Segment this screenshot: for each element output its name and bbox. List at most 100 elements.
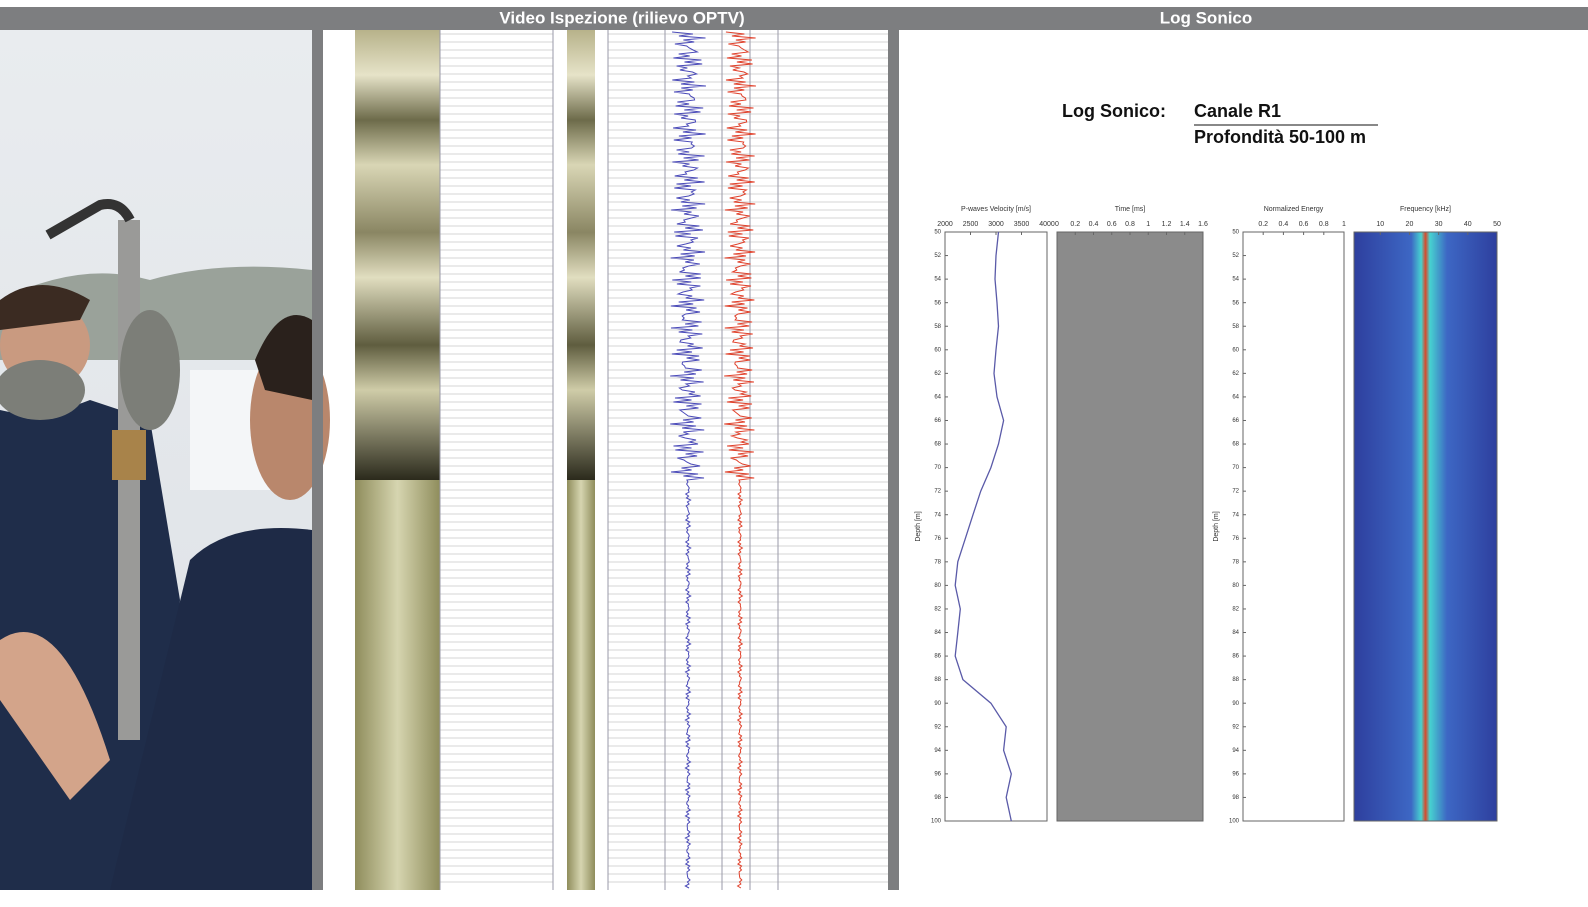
y-tick-label: 72 <box>1232 489 1239 495</box>
y-tick-label: 66 <box>934 418 941 424</box>
y-tick-label: 94 <box>1232 748 1239 754</box>
y-tick-label: 62 <box>934 371 941 377</box>
y-tick-label: 84 <box>1232 630 1239 636</box>
x-tick-label: 1 <box>1146 221 1150 228</box>
x-tick-label: 2000 <box>937 221 953 228</box>
x-axis-label: Normalized Energy <box>1264 206 1324 213</box>
x-tick-label: 4000 <box>1039 221 1055 228</box>
header-title: Video Ispezione (rilievo OPTV) <box>499 8 744 27</box>
x-tick-label: 40 <box>1464 221 1472 228</box>
y-tick-label: 92 <box>934 724 941 730</box>
y-tick-label: 54 <box>1232 277 1239 283</box>
x-tick-label: 10 <box>1376 221 1384 228</box>
y-tick-label: 96 <box>1232 771 1239 777</box>
velocity-line <box>954 231 1012 822</box>
y-tick-label: 52 <box>934 253 941 259</box>
x-tick-label: 3500 <box>1014 221 1030 228</box>
y-tick-label: 50 <box>1232 230 1239 236</box>
plot-frame <box>1242 231 1345 822</box>
y-tick-label: 86 <box>1232 654 1239 660</box>
divider <box>312 30 323 890</box>
x-tick-label: 0.8 <box>1125 221 1135 228</box>
y-tick-label: 64 <box>1232 394 1239 400</box>
x-tick-label: 0.6 <box>1299 221 1309 228</box>
y-tick-label: 88 <box>1232 677 1239 683</box>
trace <box>724 31 756 889</box>
y-tick-label: 100 <box>1229 819 1240 825</box>
x-tick-label: 3000 <box>988 221 1004 228</box>
x-tick-label: 0.4 <box>1089 221 1099 228</box>
y-tick-label: 58 <box>1232 324 1239 330</box>
y-tick-label: 84 <box>934 630 941 636</box>
y-tick-label: 60 <box>934 347 941 353</box>
optv-panel <box>355 30 888 890</box>
y-tick-label: 98 <box>934 795 941 801</box>
y-tick-label: 62 <box>1232 371 1239 377</box>
x-tick-label: 1.2 <box>1162 221 1172 228</box>
y-tick-label: 68 <box>1232 442 1239 448</box>
y-tick-label: 70 <box>1232 465 1239 471</box>
y-tick-label: 90 <box>1232 701 1239 707</box>
x-tick-label: 0.6 <box>1107 221 1117 228</box>
x-tick-label: 1 <box>1342 221 1346 228</box>
field-photo <box>0 30 330 890</box>
y-tick-label: 74 <box>934 512 941 518</box>
y-tick-label: 86 <box>934 654 941 660</box>
x-tick-label: 20 <box>1406 221 1414 228</box>
y-axis-label: Depth [m] <box>915 511 922 541</box>
waveform-image <box>1057 232 1203 821</box>
header-bar <box>0 7 1588 30</box>
y-tick-label: 64 <box>934 394 941 400</box>
x-tick-label: 0.8 <box>1319 221 1329 228</box>
y-tick-label: 96 <box>934 771 941 777</box>
header-title: Log Sonico <box>1160 8 1253 27</box>
y-tick-label: 58 <box>934 324 941 330</box>
x-tick-label: 0.4 <box>1279 221 1289 228</box>
divider <box>888 30 899 890</box>
x-tick-label: 50 <box>1493 221 1501 228</box>
x-axis-label: Frequency [kHz] <box>1400 206 1451 213</box>
y-tick-label: 72 <box>934 489 941 495</box>
plot-frame <box>1353 231 1498 822</box>
y-tick-label: 90 <box>934 701 941 707</box>
y-tick-label: 82 <box>1232 607 1239 613</box>
y-tick-label: 70 <box>934 465 941 471</box>
y-tick-label: 78 <box>934 559 941 565</box>
y-tick-label: 98 <box>1232 795 1239 801</box>
depth-range: Profondità 50-100 m <box>1194 127 1366 147</box>
y-tick-label: 82 <box>934 607 941 613</box>
y-tick-label: 92 <box>1232 724 1239 730</box>
y-tick-label: 80 <box>934 583 941 589</box>
y-tick-label: 56 <box>934 300 941 306</box>
y-tick-label: 66 <box>1232 418 1239 424</box>
trace <box>670 31 706 889</box>
x-tick-label: 1.4 <box>1180 221 1190 228</box>
y-axis-label: Depth [m] <box>1213 511 1220 541</box>
y-tick-label: 52 <box>1232 253 1239 259</box>
x-tick-label: 1.6 <box>1198 221 1208 228</box>
y-tick-label: 50 <box>934 230 941 236</box>
y-tick-label: 76 <box>934 536 941 542</box>
x-tick-label: 0.2 <box>1070 221 1080 228</box>
channel: Canale R1 <box>1194 101 1281 121</box>
y-tick-label: 54 <box>934 277 941 283</box>
y-tick-label: 60 <box>1232 347 1239 353</box>
y-tick-label: 80 <box>1232 583 1239 589</box>
spectrogram-image <box>1354 232 1497 821</box>
y-tick-label: 88 <box>934 677 941 683</box>
x-tick-label: 2500 <box>963 221 979 228</box>
y-tick-label: 68 <box>934 442 941 448</box>
x-tick-label: 0 <box>1055 221 1059 228</box>
y-tick-label: 94 <box>934 748 941 754</box>
x-tick-label: 0.2 <box>1258 221 1268 228</box>
log-label: Log Sonico: <box>1062 101 1166 121</box>
y-tick-label: 76 <box>1232 536 1239 542</box>
y-tick-label: 100 <box>931 819 942 825</box>
x-axis-label: P-waves Velocity [m/s] <box>961 206 1031 213</box>
x-axis-label: Time [ms] <box>1115 206 1146 213</box>
y-tick-label: 78 <box>1232 559 1239 565</box>
y-tick-label: 74 <box>1232 512 1239 518</box>
y-tick-label: 56 <box>1232 300 1239 306</box>
